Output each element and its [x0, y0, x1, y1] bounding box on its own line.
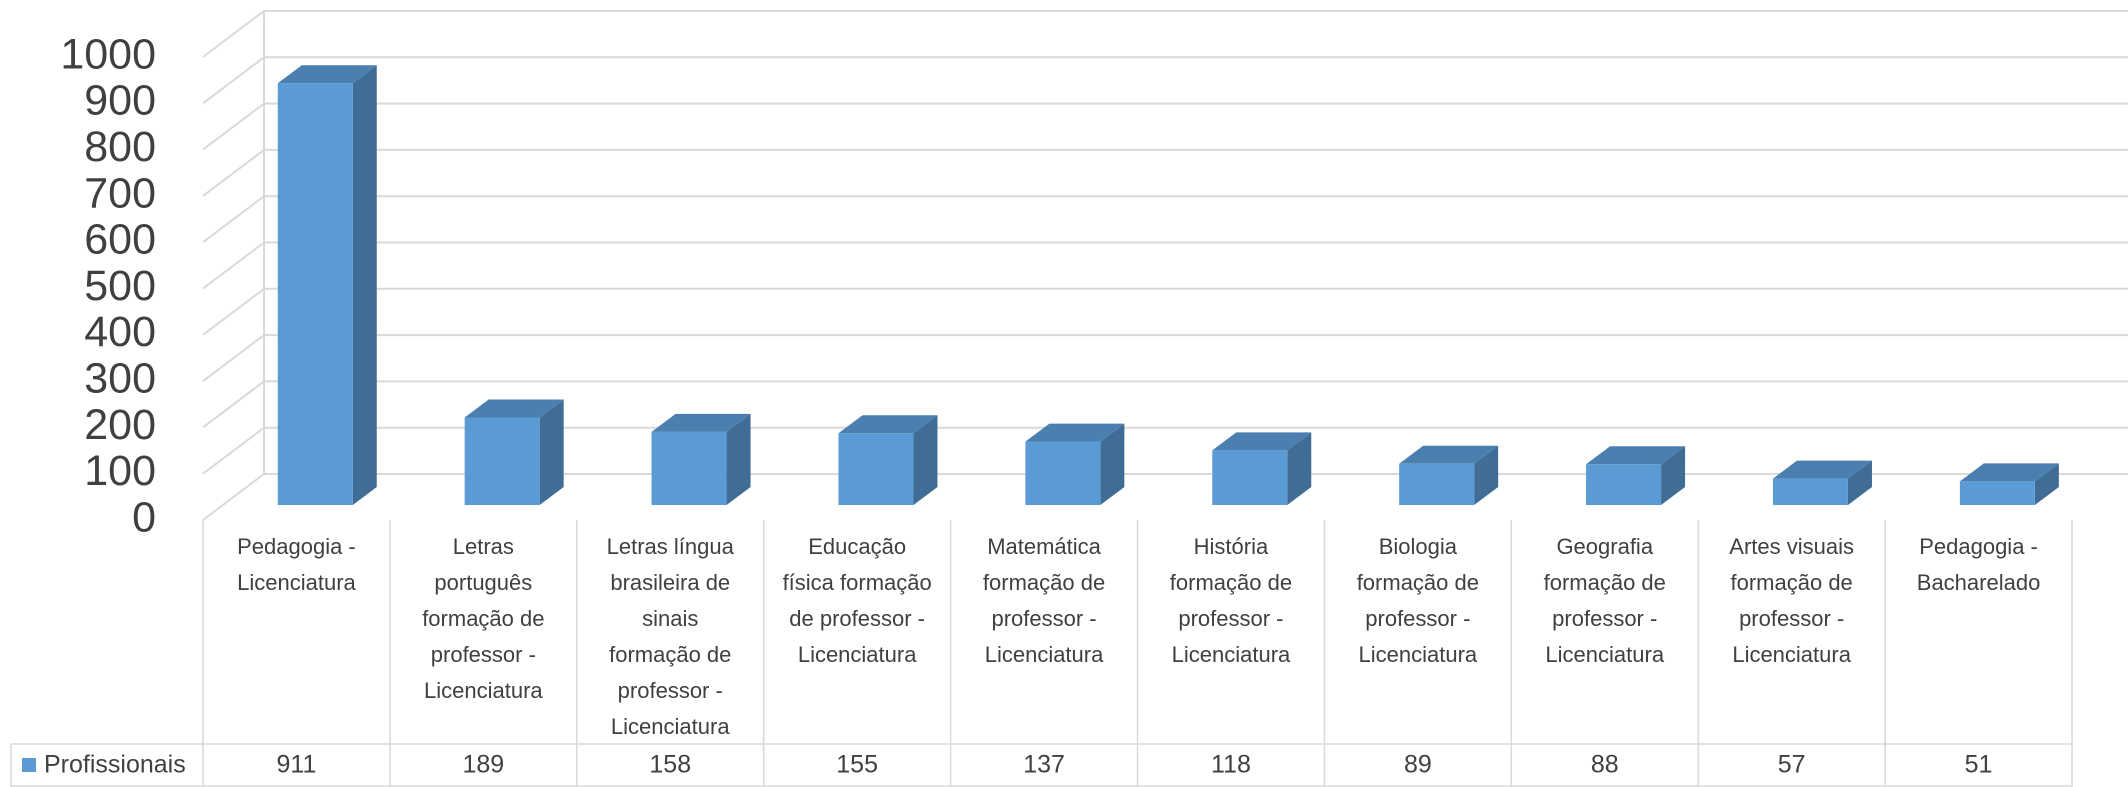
bar: [1399, 445, 1499, 505]
bar-top: [1212, 432, 1312, 451]
data-table-value: 189: [462, 751, 504, 779]
bar-front: [277, 83, 353, 505]
grid-line: [202, 195, 2128, 243]
grid-line: [202, 287, 2128, 336]
bar: [1025, 423, 1125, 505]
bar-front: [1586, 464, 1662, 505]
x-tick-label: Geografia formação de professor -Licenciat…: [1544, 534, 1666, 667]
bar-side: [2034, 463, 2059, 505]
y-tick-label: 0: [132, 493, 156, 541]
y-tick-label: 200: [84, 401, 156, 449]
bar-side: [1474, 445, 1499, 505]
x-tick-label: Matemática formação de professor -Licencia…: [983, 534, 1105, 667]
y-tick-label: 500: [84, 262, 156, 310]
bar-front: [1212, 450, 1288, 505]
legend-label: Profissionais: [44, 751, 186, 779]
bar-top: [838, 415, 938, 434]
bar-front: [1399, 463, 1475, 505]
bar-front: [1025, 441, 1101, 505]
y-tick-label: 600: [84, 216, 156, 264]
legend-swatch: [22, 758, 36, 772]
bar: [1212, 432, 1312, 505]
bar: [651, 413, 751, 505]
y-tick-label: 700: [84, 169, 156, 217]
grid-line: [202, 148, 2128, 197]
y-tick-label: 800: [84, 123, 156, 171]
x-tick-label: Pedagogia -Licenciatura: [237, 534, 356, 595]
x-tick-label: Letras língua brasileira de sinais formação…: [607, 534, 735, 739]
bar-side: [1661, 446, 1686, 505]
data-table-value: 911: [277, 751, 317, 779]
bar: [464, 399, 564, 505]
grid-line: [202, 56, 2128, 105]
bar-front: [1772, 478, 1848, 505]
x-tick-label: Biologia formação de professor -Licenciatu…: [1357, 534, 1479, 667]
grid-line: [202, 334, 2128, 382]
x-tick-label: Educação física formação de professor -Lic…: [783, 534, 932, 667]
bar-side: [1100, 423, 1125, 505]
x-tick-label: Artes visuais formação de professor -Licen…: [1729, 534, 1854, 667]
grid-line: [202, 241, 2128, 290]
bar-front: [838, 433, 914, 505]
data-table-value: 118: [1211, 751, 1251, 779]
bar-side: [913, 415, 938, 505]
x-tick-label: Letras português formação de professor -Lic…: [422, 534, 544, 703]
bar-side: [352, 65, 377, 505]
bar-top: [277, 65, 377, 84]
bar-top: [1025, 423, 1125, 442]
bar-top: [651, 413, 751, 432]
bar-top: [1772, 460, 1872, 479]
data-table-value: 89: [1404, 751, 1432, 779]
bar: [1772, 460, 1872, 505]
bar: [277, 65, 377, 505]
x-tick-label: História formação de professor -Licenciatu…: [1170, 534, 1292, 667]
y-tick-label: 900: [84, 77, 156, 125]
bar: [838, 415, 938, 505]
data-table-value: 158: [649, 751, 691, 779]
bar-front: [464, 417, 540, 505]
x-tick-label: Pedagogia -Bacharelado: [1917, 534, 2041, 595]
data-table-value: 88: [1591, 751, 1619, 779]
y-tick-label: 300: [84, 354, 156, 402]
bar-top: [1959, 463, 2059, 482]
grid-line: [202, 10, 2128, 58]
bar-side: [1847, 460, 1872, 505]
bar-top: [1586, 446, 1686, 465]
bar-front: [651, 431, 727, 505]
bar-top: [464, 399, 564, 418]
data-table-value: 51: [1965, 751, 1993, 779]
y-tick-label: 1000: [60, 30, 156, 78]
bar-side: [539, 399, 564, 505]
data-table-value: 155: [836, 751, 878, 779]
bar-top: [1399, 445, 1499, 464]
bar: [1586, 446, 1686, 505]
bar: [1959, 463, 2059, 505]
y-tick-label: 400: [84, 308, 156, 356]
y-tick-label: 100: [84, 447, 156, 495]
grid-line: [202, 102, 2128, 151]
data-table-value: 137: [1023, 751, 1065, 779]
bar-front: [1959, 481, 2035, 505]
bar-side: [726, 413, 751, 505]
bar-side: [1287, 432, 1312, 505]
data-table-value: 57: [1778, 751, 1806, 779]
